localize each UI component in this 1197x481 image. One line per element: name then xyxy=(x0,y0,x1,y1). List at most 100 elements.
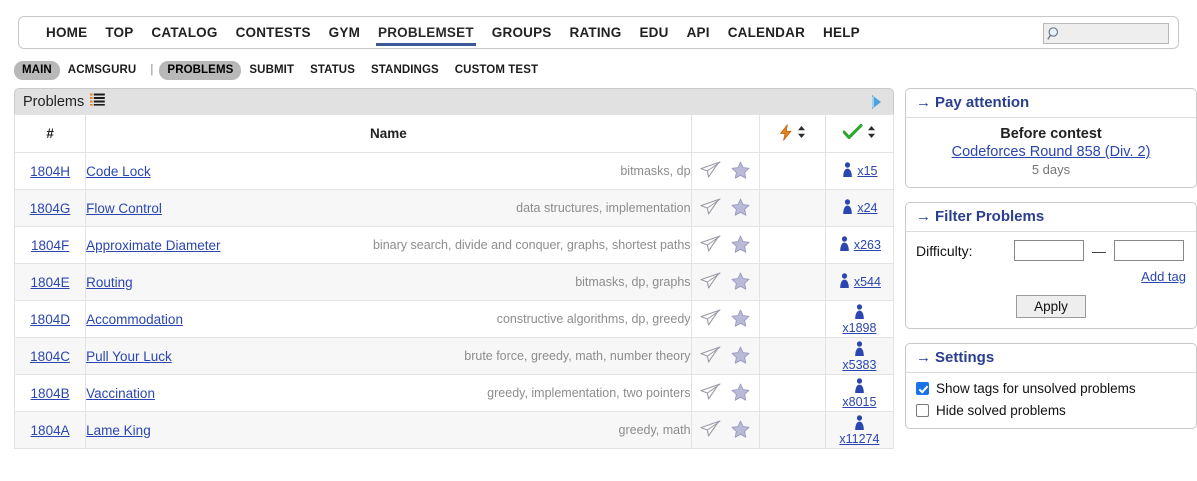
problem-name-link[interactable]: Flow Control xyxy=(86,200,162,216)
solved-count-link[interactable]: x544 xyxy=(853,275,881,289)
sort-updown-icon[interactable] xyxy=(797,125,806,142)
difficulty-max-input[interactable] xyxy=(1114,240,1184,261)
problems-table-head: # Name xyxy=(13,114,895,153)
star-icon[interactable] xyxy=(731,309,750,330)
settings-option-row[interactable]: Hide solved problems xyxy=(916,403,1186,418)
problem-id-link[interactable]: 1804C xyxy=(30,348,70,364)
paper-plane-icon[interactable] xyxy=(700,309,721,329)
problem-actions-cell xyxy=(690,189,760,227)
main-nav-link-calendar[interactable]: CALENDAR xyxy=(727,25,806,40)
main-nav-link-help[interactable]: HELP xyxy=(823,25,860,40)
problem-name-link[interactable]: Code Lock xyxy=(86,163,151,179)
main-nav-item: CATALOG xyxy=(142,17,226,48)
problem-id-link[interactable]: 1804D xyxy=(30,311,70,327)
person-icon xyxy=(838,235,851,255)
settings-panel: → Settings Show tags for unsolved problem… xyxy=(905,343,1197,429)
secondary-nav-submit[interactable]: SUBMIT xyxy=(249,63,295,76)
paper-plane-icon[interactable] xyxy=(700,198,721,218)
checkbox-hide-solved[interactable] xyxy=(916,404,929,417)
star-icon[interactable] xyxy=(731,420,750,441)
problem-id-link[interactable]: 1804H xyxy=(30,163,70,179)
secondary-nav-status[interactable]: STATUS xyxy=(310,63,355,76)
main-nav-item: API xyxy=(678,17,719,48)
table-row: 1804G Flow Control data structures, implem… xyxy=(13,189,895,227)
main-nav-link-gym[interactable]: GYM xyxy=(328,25,361,40)
main-nav-link-contests[interactable]: CONTESTS xyxy=(235,25,311,40)
secondary-nav-problems[interactable]: PROBLEMS xyxy=(159,60,242,80)
secondary-nav-standings[interactable]: STANDINGS xyxy=(371,63,439,76)
problem-id-link[interactable]: 1804B xyxy=(30,385,70,401)
problem-id-link[interactable]: 1804E xyxy=(30,274,70,290)
paper-plane-icon[interactable] xyxy=(700,272,721,292)
filter-problems-panel: → Filter Problems Difficulty: — Add tag A… xyxy=(905,202,1197,329)
table-row: 1804A Lame King greedy, math x11274 xyxy=(13,411,895,449)
column-header-name[interactable]: Name xyxy=(85,114,692,153)
main-nav-link-edu[interactable]: EDU xyxy=(639,25,669,40)
checkbox-show-tags[interactable] xyxy=(916,382,929,395)
solved-count-link[interactable]: x15 xyxy=(857,164,878,178)
apply-button[interactable]: Apply xyxy=(1016,295,1086,318)
solved-count-link[interactable]: x24 xyxy=(857,201,878,215)
problem-id-link[interactable]: 1804A xyxy=(30,422,70,438)
solved-count-link[interactable]: x1898 xyxy=(842,320,877,335)
paper-plane-icon[interactable] xyxy=(700,235,721,255)
person-icon xyxy=(841,198,854,218)
main-nav-link-top[interactable]: TOP xyxy=(105,25,134,40)
add-tag-link[interactable]: Add tag xyxy=(1141,269,1186,284)
main-nav-link-rating[interactable]: RATING xyxy=(569,25,622,40)
main-nav-link-problemset[interactable]: PROBLEMSET xyxy=(369,17,483,48)
problem-solved-cell: x15 xyxy=(824,152,895,190)
problem-name-link[interactable]: Vaccination xyxy=(86,385,155,401)
solved-count-link[interactable]: x5383 xyxy=(842,357,877,372)
problem-id-link[interactable]: 1804F xyxy=(30,237,70,253)
settings-option-label: Hide solved problems xyxy=(936,403,1066,418)
problem-id-cell: 1804F xyxy=(13,226,87,264)
secondary-nav-custom-test[interactable]: CUSTOM TEST xyxy=(454,63,539,76)
star-icon[interactable] xyxy=(731,161,750,182)
column-header-difficulty[interactable] xyxy=(758,114,826,153)
secondary-navigation: MAIN ACMSGURU | PROBLEMS SUBMIT STATUS STANDIN… xyxy=(14,60,1197,80)
star-icon[interactable] xyxy=(731,198,750,219)
main-nav-link-home[interactable]: HOME xyxy=(46,25,88,40)
column-header-id[interactable]: # xyxy=(13,114,87,153)
star-icon[interactable] xyxy=(731,346,750,367)
problem-solved-cell: x5383 xyxy=(824,337,895,375)
paper-plane-icon[interactable] xyxy=(700,161,721,181)
problem-name-link[interactable]: Approximate Diameter xyxy=(86,237,221,253)
solved-count-link[interactable]: x11274 xyxy=(839,431,880,446)
search-input[interactable] xyxy=(1064,25,1164,42)
column-header-solved[interactable] xyxy=(824,114,895,153)
main-nav-link-api[interactable]: API xyxy=(686,25,710,40)
main-nav-list: HOME TOP CATALOG CONTESTS GYM PROBLEMSET GROUP… xyxy=(19,17,869,48)
search-box[interactable] xyxy=(1043,23,1169,44)
list-icon[interactable] xyxy=(90,93,106,111)
main-nav-link-groups[interactable]: GROUPS xyxy=(491,25,552,40)
problems-table-body: 1804H Code Lock bitmasks, dp x15 1804G Flow C… xyxy=(13,152,895,449)
settings-option-row[interactable]: Show tags for unsolved problems xyxy=(916,381,1186,396)
problem-solved-cell: x263 xyxy=(824,226,895,264)
problem-actions-cell xyxy=(690,226,760,264)
secondary-nav-main[interactable]: MAIN xyxy=(14,60,60,80)
paper-plane-icon[interactable] xyxy=(700,383,721,403)
paper-plane-icon[interactable] xyxy=(700,420,721,440)
problem-name-cell: Code Lock bitmasks, dp xyxy=(85,152,692,190)
problem-id-link[interactable]: 1804G xyxy=(29,200,71,216)
solved-count-link[interactable]: x8015 xyxy=(842,394,877,409)
star-icon[interactable] xyxy=(731,235,750,256)
main-nav-link-catalog[interactable]: CATALOG xyxy=(151,25,218,40)
table-header-row: # Name xyxy=(13,114,895,153)
contest-link[interactable]: Codeforces Round 858 (Div. 2) xyxy=(951,144,1151,160)
paper-plane-icon[interactable] xyxy=(700,346,721,366)
person-icon xyxy=(853,303,866,322)
play-right-icon[interactable] xyxy=(869,93,885,116)
secondary-nav-acmsguru[interactable]: ACMSGURU xyxy=(67,63,137,76)
star-icon[interactable] xyxy=(731,272,750,293)
star-icon[interactable] xyxy=(731,383,750,404)
problem-name-link[interactable]: Pull Your Luck xyxy=(86,348,172,364)
sort-updown-icon[interactable] xyxy=(867,125,876,142)
problem-name-link[interactable]: Accommodation xyxy=(86,311,183,327)
difficulty-min-input[interactable] xyxy=(1014,240,1084,261)
problem-name-link[interactable]: Routing xyxy=(86,274,133,290)
problem-name-link[interactable]: Lame King xyxy=(86,422,151,438)
solved-count-link[interactable]: x263 xyxy=(853,238,881,252)
